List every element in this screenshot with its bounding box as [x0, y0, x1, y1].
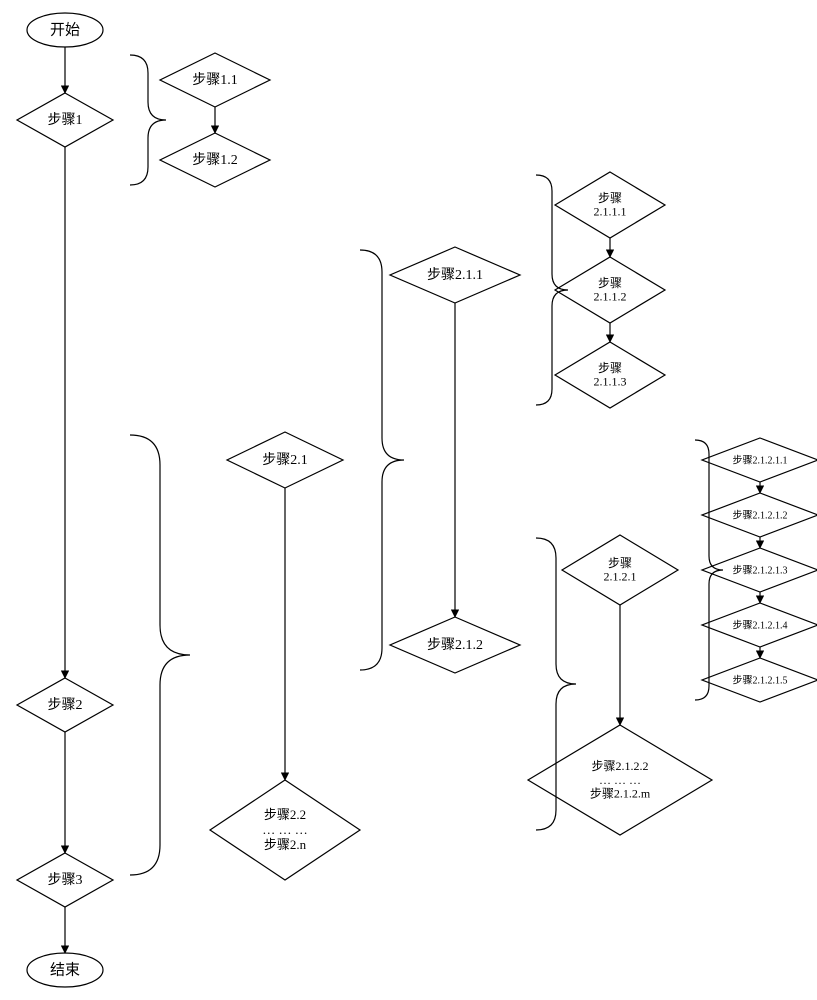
diamond-s1-line-0: 步骤1	[48, 112, 83, 128]
diamond-s2_1_2-line-0: 步骤2.1.2	[427, 637, 483, 653]
diamond-s2_n: 步骤2.2… … …步骤2.n	[210, 780, 360, 880]
diamond-s2_1_1_1: 步骤2.1.1.1	[555, 172, 665, 238]
diamond-s1_1: 步骤1.1	[160, 53, 270, 107]
terminator-end: 结束	[27, 953, 103, 987]
diamond-s2_1_2_1-line-1: 2.1.2.1	[604, 570, 637, 584]
diamond-s2_1_2_1: 步骤2.1.2.1	[562, 535, 678, 605]
diamond-s21214-line-0: 步骤2.1.2.1.4	[733, 619, 788, 631]
diamond-s2_1_1_2: 步骤2.1.1.2	[555, 257, 665, 323]
diamond-s2_1_1_3-line-0: 步骤	[598, 361, 622, 375]
diamond-s3-line-0: 步骤3	[48, 872, 83, 888]
diamond-s2_1_2_m-line-2: 步骤2.1.2.m	[590, 787, 651, 801]
diamond-s2_1_1_1-line-1: 2.1.1.1	[594, 205, 627, 219]
diamond-s2_1_2_m-line-1: … … …	[599, 773, 641, 787]
diamond-s21215-line-0: 步骤2.1.2.1.5	[733, 674, 788, 686]
diamond-s2_1: 步骤2.1	[227, 432, 343, 488]
diamond-s2_1_1_2-line-1: 2.1.1.2	[594, 290, 627, 304]
diamond-s21211-line-0: 步骤2.1.2.1.1	[733, 454, 788, 466]
diamond-s2_1_1_1-line-0: 步骤	[598, 191, 622, 205]
diamond-s2_n-line-0: 步骤2.2	[264, 807, 306, 822]
diamond-s2: 步骤2	[17, 678, 113, 732]
diamond-s2_1_1_3: 步骤2.1.1.3	[555, 342, 665, 408]
diamond-s2-line-0: 步骤2	[48, 697, 83, 713]
diamond-s21212-line-0: 步骤2.1.2.1.2	[733, 509, 788, 521]
diamond-s2_n-line-1: … … …	[262, 822, 308, 837]
diamond-s21214: 步骤2.1.2.1.4	[702, 603, 817, 647]
terminator-start: 开始	[27, 13, 103, 47]
diamond-s21213-line-0: 步骤2.1.2.1.3	[733, 564, 788, 576]
diamond-s2_1_1_3-line-1: 2.1.1.3	[594, 375, 627, 389]
terminator-end-label: 结束	[50, 961, 80, 978]
diamond-s21215: 步骤2.1.2.1.5	[702, 658, 817, 702]
diamond-s2_1_1-line-0: 步骤2.1.1	[427, 267, 483, 283]
diamond-s2_n-line-2: 步骤2.n	[264, 837, 307, 852]
diamond-s2_1_2_1-line-0: 步骤	[608, 556, 632, 570]
diamond-s1_1-line-0: 步骤1.1	[192, 72, 238, 88]
diamond-s2_1_1: 步骤2.1.1	[390, 247, 520, 303]
diamond-s21212: 步骤2.1.2.1.2	[702, 493, 817, 537]
brace	[130, 55, 166, 185]
brace	[695, 440, 723, 700]
diamond-s1_2-line-0: 步骤1.2	[192, 152, 238, 168]
terminator-start-label: 开始	[50, 21, 80, 38]
diamond-s3: 步骤3	[17, 853, 113, 907]
diamond-s2_1_2: 步骤2.1.2	[390, 617, 520, 673]
diamond-s21211: 步骤2.1.2.1.1	[702, 438, 817, 482]
diamond-s1: 步骤1	[17, 93, 113, 147]
flowchart-canvas: 开始结束步骤1步骤2步骤3步骤1.1步骤1.2步骤2.1步骤2.2… … …步骤…	[0, 0, 817, 1000]
brace	[536, 538, 576, 830]
brace	[130, 435, 190, 875]
diamond-s2_1-line-0: 步骤2.1	[262, 452, 308, 468]
diamond-s2_1_2_m-line-0: 步骤2.1.2.2	[591, 759, 648, 773]
brace	[360, 250, 404, 670]
diamond-s2_1_1_2-line-0: 步骤	[598, 276, 622, 290]
diamond-s1_2: 步骤1.2	[160, 133, 270, 187]
